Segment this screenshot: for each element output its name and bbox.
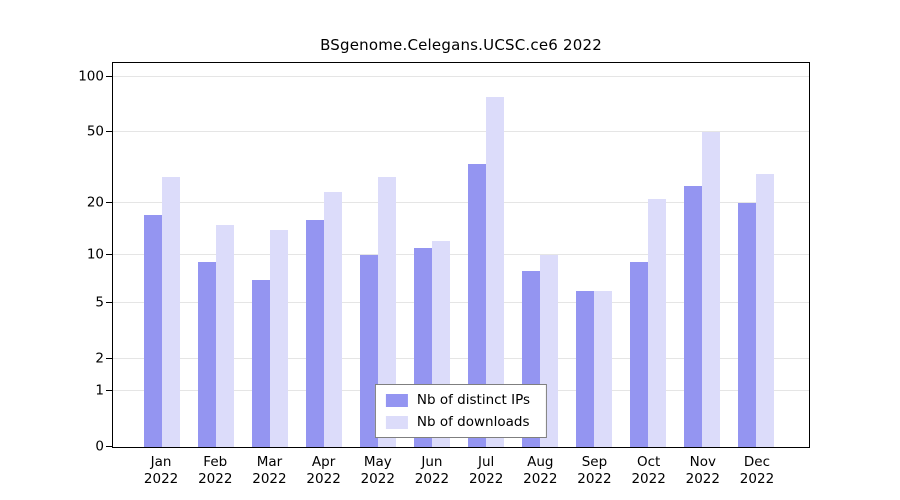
bar-distinct-ips-mar — [252, 280, 270, 447]
y-axis-tick-label-1: 1 — [95, 382, 104, 399]
x-axis-label-apr: Apr 2022 — [306, 454, 341, 487]
bar-group-may — [351, 177, 405, 447]
y-axis-tick-label-2: 2 — [95, 350, 104, 367]
bar-group-apr — [297, 192, 351, 447]
y-axis-tick-mark-1 — [106, 390, 112, 391]
x-axis-label-sep: Sep 2022 — [577, 454, 612, 487]
legend: Nb of distinct IPs Nb of downloads — [374, 384, 548, 438]
x-axis-label-oct: Oct 2022 — [631, 454, 666, 487]
x-axis-label-aug: Aug 2022 — [523, 454, 558, 487]
bar-group-jul — [459, 97, 513, 447]
bar-group-oct — [621, 199, 675, 447]
y-axis-tick-mark-100 — [106, 76, 112, 77]
bar-distinct-ips-jan — [144, 215, 162, 447]
gridline-5 — [113, 302, 809, 303]
gridline-10 — [113, 254, 809, 255]
x-axis-label-nov: Nov 2022 — [685, 454, 720, 487]
bar-downloads-sep — [594, 291, 612, 447]
y-axis-tick-label-10: 10 — [86, 246, 104, 263]
gridline-100 — [113, 76, 809, 77]
y-axis-tick-label-100: 100 — [78, 68, 104, 85]
bar-downloads-jul — [486, 97, 504, 447]
gridline-2 — [113, 358, 809, 359]
y-axis-tick-mark-20 — [106, 202, 112, 203]
x-axis-label-jan: Jan 2022 — [143, 454, 179, 487]
bar-distinct-ips-nov — [684, 186, 702, 447]
legend-item-downloads: Nb of downloads — [385, 414, 530, 430]
bar-downloads-dec — [756, 174, 774, 447]
x-axis-label-dec: Dec 2022 — [739, 454, 775, 487]
y-axis-tick-label-20: 20 — [86, 194, 104, 211]
bar-group-mar — [243, 230, 297, 447]
legend-item-distinct-ips: Nb of distinct IPs — [385, 392, 531, 408]
bar-distinct-ips-apr — [306, 220, 324, 447]
x-axis-label-jul: Jul 2022 — [468, 454, 504, 487]
y-axis-tick-mark-10 — [106, 254, 112, 255]
bar-downloads-feb — [216, 225, 234, 447]
bar-group-sep — [567, 291, 621, 447]
bar-downloads-apr — [324, 192, 342, 447]
bar-group-feb — [189, 225, 243, 447]
y-axis-labels: 0 1 2 5 10 20 50 100 — [60, 61, 104, 454]
bar-distinct-ips-may — [360, 255, 378, 447]
x-axis-label-mar: Mar 2022 — [252, 454, 287, 487]
bar-downloads-nov — [702, 132, 720, 447]
bar-downloads-oct — [648, 199, 666, 447]
y-axis-tick-mark-50 — [106, 131, 112, 132]
legend-label-distinct-ips: Nb of distinct IPs — [416, 392, 531, 408]
bar-group-dec — [729, 174, 783, 447]
legend-swatch-distinct-ips — [385, 393, 408, 407]
y-axis-tick-marks — [105, 61, 112, 447]
bar-distinct-ips-dec — [738, 203, 756, 447]
bar-group-nov — [675, 132, 729, 447]
bar-downloads-mar — [270, 230, 288, 447]
bar-distinct-ips-sep — [576, 291, 594, 447]
chart-title: BSgenome.Celegans.UCSC.ce6 2022 — [320, 36, 602, 54]
y-axis-tick-mark-5 — [106, 302, 112, 303]
y-axis-tick-label-5: 5 — [95, 294, 104, 311]
y-axis-tick-label-0: 0 — [95, 438, 104, 455]
bar-downloads-jan — [162, 177, 180, 447]
bar-distinct-ips-feb — [198, 262, 216, 447]
bar-distinct-ips-jul — [468, 164, 486, 447]
y-axis-tick-mark-2 — [106, 358, 112, 359]
bar-distinct-ips-oct — [630, 262, 648, 447]
x-axis-labels: Jan 2022 Feb 2022 Mar 2022 Apr 2022 May 2022 Jun 20… — [112, 454, 810, 488]
gridline-20 — [113, 202, 809, 203]
y-axis-tick-label-50: 50 — [86, 123, 104, 140]
x-axis-label-feb: Feb 2022 — [198, 454, 233, 487]
legend-swatch-downloads — [385, 415, 408, 429]
x-axis-label-may: May 2022 — [360, 454, 395, 487]
gridline-50 — [113, 131, 809, 132]
plot-area: Nb of distinct IPs Nb of downloads — [112, 62, 810, 448]
x-axis-label-jun: Jun 2022 — [414, 454, 450, 487]
y-axis-tick-mark-0 — [106, 446, 112, 447]
legend-label-downloads: Nb of downloads — [416, 414, 530, 430]
bar-group-jan — [135, 177, 189, 447]
bar-downloads-may — [378, 177, 396, 447]
